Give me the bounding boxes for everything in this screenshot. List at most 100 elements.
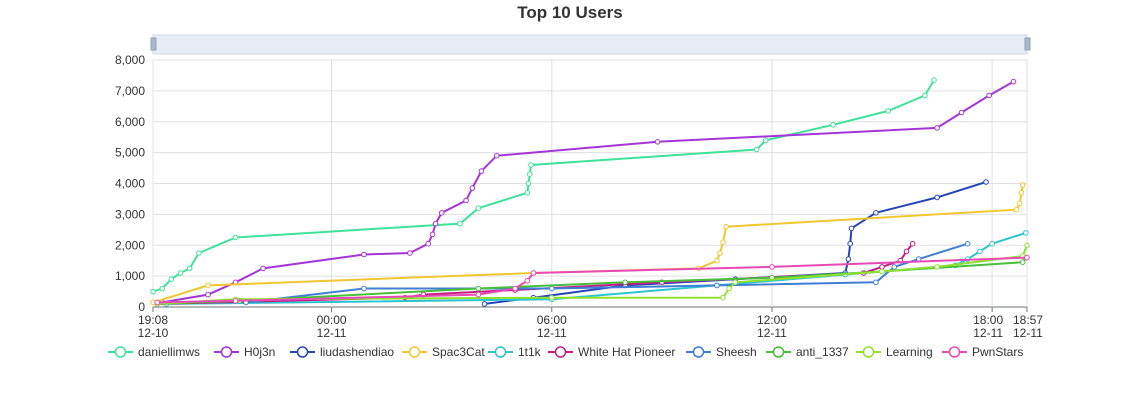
x-tick-label-time: 12:00 [757,313,787,327]
data-point [903,248,910,255]
legend-label: Sheesh [716,345,757,359]
data-point [847,240,854,247]
legend-swatch-icon [554,346,567,358]
data-point [260,265,266,272]
data-point [986,92,992,99]
x-tick-label-time: 00:00 [317,313,347,327]
data-point [922,92,928,99]
series-daniellimws [150,77,937,295]
data-point [622,279,629,286]
series-line [157,244,1028,305]
legend-label: Learning [886,345,933,359]
data-point [714,282,720,289]
legend-swatch-icon [494,346,507,358]
data-point [934,194,940,201]
legend-item[interactable]: H0j3n [214,345,275,359]
data-point [931,77,937,83]
y-tick-label: 0 [138,300,145,314]
data-point [361,285,367,292]
data-point [425,240,432,247]
data-point [232,298,239,304]
legend-item[interactable]: White Hat Pioneer [548,345,675,359]
x-tick-label-date: 12-10 [138,326,169,340]
data-point [723,223,729,230]
legend-item[interactable]: Sheesh [686,345,757,359]
legend-item[interactable]: Spac3Cat [402,345,485,359]
data-point [934,125,940,131]
slider-handle-right[interactable] [1024,37,1031,51]
data-point [753,146,760,153]
x-tick-label-date: 12-11 [317,326,347,340]
data-point [873,210,879,216]
y-tick-label: 4,000 [115,177,145,191]
data-point [879,264,885,270]
series-sheesh [243,240,971,306]
slider-track[interactable] [152,34,1028,55]
legend[interactable]: daniellimws H0j3n liudashendiao Spac3Cat 1t1… [108,345,1023,359]
data-point [977,248,983,255]
legend-swatch-icon [772,346,785,358]
data-point [1016,200,1023,207]
data-point [429,231,436,238]
data-point [958,109,965,116]
legend-swatch-icon [862,346,875,358]
series-line [157,256,1028,304]
data-point [989,240,995,247]
datazoom-slider[interactable] [150,34,1031,55]
legend-label: liudashendiao [320,345,394,359]
data-point [469,185,476,191]
legend-swatch-icon [408,346,421,358]
data-point [524,278,531,284]
data-point [205,291,211,298]
legend-item[interactable]: PwnStars [942,345,1023,359]
legend-item[interactable]: liudashendiao [290,345,394,359]
y-tick-label: 5,000 [115,146,145,160]
data-point [717,250,723,256]
data-point [493,152,500,159]
data-point [196,250,202,256]
data-point [732,279,739,286]
x-tick-label-time: 18:00 [973,313,1003,327]
legend-label: 1t1k [518,345,542,359]
data-point [1010,78,1017,85]
data-point [1019,259,1026,266]
data-point [1024,242,1030,249]
data-point [934,264,940,270]
data-point [720,294,726,301]
data-point [879,268,885,275]
y-axis-ticks: 0 1,000 2,000 3,000 4,000 5,000 6,000 7,000 8,00… [115,53,145,314]
legend-label: Spac3Cat [432,345,485,359]
data-point [909,240,916,247]
data-point [964,240,971,247]
legend-label: anti_1337 [796,345,849,359]
data-point [186,265,193,272]
data-point [481,301,488,307]
legend-item[interactable]: anti_1337 [766,345,849,359]
data-point [478,168,485,174]
data-point [438,210,445,216]
data-point [1013,206,1020,213]
data-point [1019,182,1026,188]
legend-label: daniellimws [138,345,200,359]
data-point [524,190,531,196]
data-point [726,285,732,292]
data-point [1018,190,1025,196]
series-line [245,242,968,304]
data-point [205,282,211,289]
legend-item[interactable]: daniellimws [108,345,200,359]
x-tick-label-date: 12-11 [537,326,567,340]
series-group [150,77,1030,307]
data-point [232,234,239,241]
slider-handle-left[interactable] [150,37,157,51]
legend-item[interactable]: 1t1k [488,345,542,359]
legend-item[interactable]: Learning [856,345,933,359]
series-pwnstars [154,254,1030,306]
x-tick-label-time: 19:08 [138,313,168,327]
data-point [549,285,555,292]
data-point [528,162,534,168]
legend-label: H0j3n [244,345,275,359]
x-tick-label-time: 06:00 [537,313,567,327]
chart-title: Top 10 Users [517,3,623,22]
x-tick-label-date: 12-11 [973,326,1003,340]
